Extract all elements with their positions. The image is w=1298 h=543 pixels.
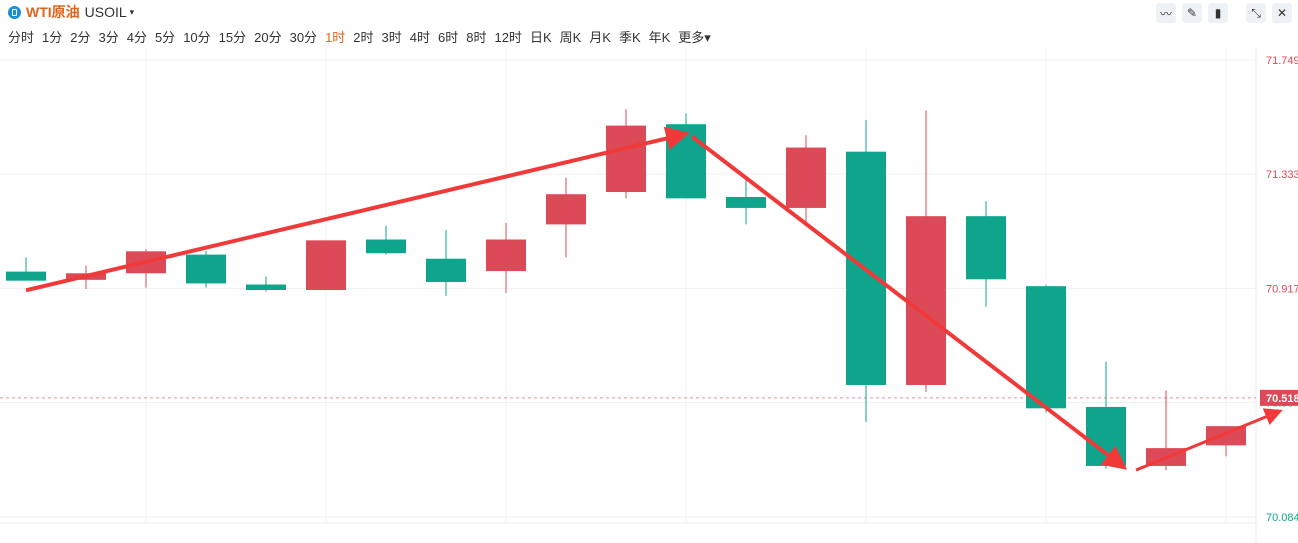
line-tool-icon[interactable]: 〰	[1156, 3, 1176, 23]
candle-body	[426, 258, 466, 283]
candle-body	[366, 239, 406, 254]
interval-bar: 分时 1分 2分 3分 4分 5分 10分 15分 20分 30分 1时 2时 3时 4时 6时 8时 12时日…	[8, 27, 719, 46]
interval-tab[interactable]: 3分	[98, 30, 119, 45]
interval-tab[interactable]: 20分	[254, 30, 282, 45]
interval-tab[interactable]: 3时	[381, 30, 402, 45]
interval-tab[interactable]: 4分	[126, 30, 147, 45]
candle-body	[306, 240, 346, 291]
symbol-code: USOIL	[84, 4, 127, 20]
candle-body	[246, 284, 286, 291]
price-axis-label: 70.917	[1266, 283, 1298, 295]
interval-tab[interactable]: 分时	[8, 30, 35, 45]
interval-tab[interactable]: 10分	[183, 30, 211, 45]
interval-tab[interactable]: 1分	[42, 30, 63, 45]
candle-body	[546, 194, 586, 225]
interval-tab[interactable]: 月K	[589, 30, 611, 45]
symbol-selector[interactable]: WTI原油 USOIL ▾	[8, 4, 134, 20]
draw-tool-icon[interactable]: ✎	[1182, 3, 1202, 23]
current-price-label: 70.518	[1266, 393, 1298, 405]
candle-body	[726, 196, 766, 208]
candle-body	[1086, 406, 1126, 466]
interval-tab[interactable]: 周K	[559, 30, 582, 45]
candle-body	[906, 216, 946, 385]
interval-tab[interactable]: 5分	[154, 30, 176, 45]
interval-tab[interactable]: 12时	[494, 30, 522, 45]
toolbar: 〰 ✎ ▮ ⤡ ✕	[1156, 3, 1292, 23]
chevron-down-icon: ▾	[129, 6, 135, 17]
current-price-tag	[1260, 389, 1298, 406]
candle-body	[1206, 426, 1246, 446]
interval-tab[interactable]: 1时	[325, 30, 346, 45]
interval-tab[interactable]: 15分	[218, 30, 247, 45]
collapse-icon[interactable]: ⤡	[1246, 3, 1266, 23]
interval-tab[interactable]: 30分	[289, 30, 318, 45]
candle-body	[786, 147, 826, 208]
trend-arrow	[1135, 408, 1283, 472]
candle-style-icon[interactable]: ▮	[1208, 3, 1228, 23]
close-icon[interactable]: ✕	[1272, 3, 1292, 23]
candle-body	[1026, 286, 1066, 409]
price-axis-label: 71.333	[1266, 169, 1298, 181]
symbol-logo-icon	[8, 5, 21, 19]
interval-tab[interactable]: 季K	[618, 30, 641, 45]
interval-tab[interactable]: 年K	[648, 30, 671, 45]
symbol-name: WTI原油	[26, 4, 80, 20]
interval-tab[interactable]: 6时	[438, 30, 459, 45]
candle-body	[186, 254, 226, 284]
price-axis-label: 71.749	[1266, 55, 1298, 67]
price-axis-label: 70.084	[1266, 512, 1298, 524]
candle-body	[6, 271, 46, 281]
candle-body	[966, 216, 1006, 280]
interval-tab[interactable]: 日K	[529, 30, 552, 45]
candle-body	[606, 125, 646, 193]
trend-arrow	[25, 126, 690, 293]
chart-header: WTI原油 USOIL ▾ 分时 1分 2分 3分 4分 5分 10分 15分 20分 30分 1时…	[0, 0, 1298, 48]
candle-body	[486, 239, 526, 272]
trend-arrow	[690, 134, 1128, 470]
interval-tab[interactable]: 8时	[466, 30, 487, 45]
interval-tab[interactable]: 4时	[409, 30, 430, 45]
interval-tab[interactable]: 2分	[70, 30, 91, 45]
interval-tab[interactable]: 2时	[353, 30, 374, 45]
interval-tab[interactable]: 更多▾	[678, 30, 711, 45]
